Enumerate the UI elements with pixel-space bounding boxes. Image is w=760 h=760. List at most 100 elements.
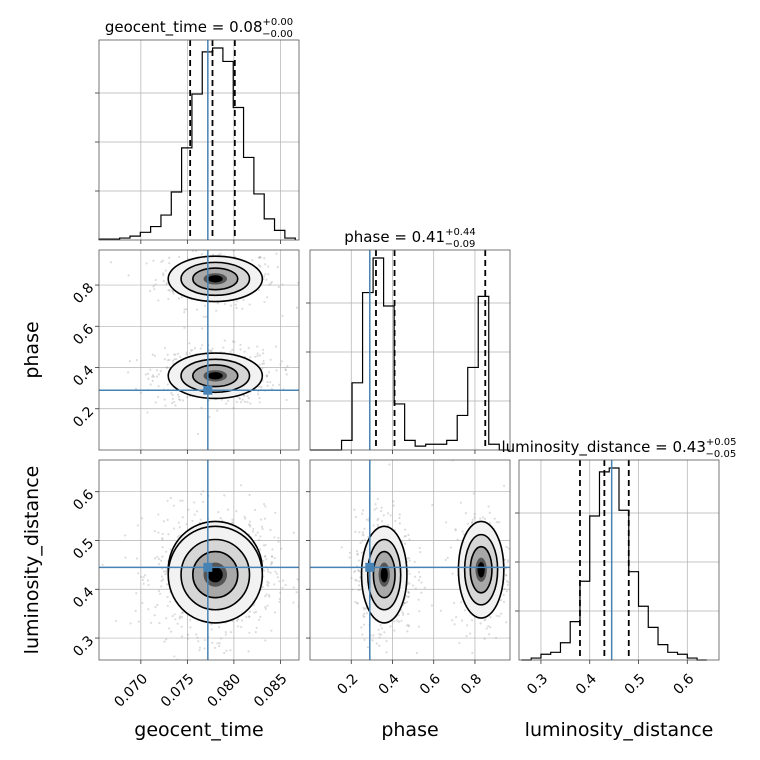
scatter-point [357, 569, 361, 572]
scatter-point [413, 560, 416, 564]
scatter-point [165, 617, 168, 620]
scatter-point [387, 524, 390, 527]
scatter-point [383, 631, 386, 634]
scatter-point [380, 665, 382, 667]
scatter-point [264, 595, 267, 598]
scatter-point [258, 363, 261, 366]
scatter-point [257, 288, 261, 292]
scatter-point [252, 604, 255, 607]
scatter-point [160, 579, 163, 583]
scatter-point [392, 504, 395, 507]
scatter-point [464, 512, 468, 515]
scatter-point [216, 642, 219, 645]
panel-frame [98, 459, 300, 661]
scatter-point [181, 499, 184, 502]
scatter-point [183, 311, 186, 314]
scatter-point [210, 349, 213, 352]
scatter-point [181, 516, 184, 519]
x-tick-label-luminosity_distance: 0.5 [622, 671, 649, 698]
scatter-point [161, 546, 164, 549]
density-peak-0 [477, 562, 485, 578]
scatter-point [362, 534, 365, 537]
scatter-point [259, 615, 262, 618]
scatter-point [361, 633, 364, 636]
scatter-point [417, 598, 420, 601]
scatter-point [273, 556, 276, 560]
scatter-point [269, 358, 272, 361]
scatter-point [146, 372, 150, 375]
scatter-point [168, 358, 171, 362]
scatter-point [431, 503, 434, 507]
scatter-point [489, 626, 492, 629]
scatter-point [407, 595, 410, 599]
scatter-point [407, 612, 410, 616]
scatter-point [503, 587, 506, 591]
scatter-point [265, 374, 268, 377]
scatter-point [191, 250, 195, 253]
scatter-point [376, 519, 379, 522]
scatter-point [249, 402, 252, 405]
scatter-point [223, 494, 226, 497]
scatter-point [218, 642, 221, 645]
scatter-point [245, 615, 248, 618]
scatter-point [163, 398, 166, 401]
scatter-point [502, 600, 506, 604]
scatter-point [507, 547, 510, 550]
scatter-point [185, 353, 188, 356]
scatter-point [217, 253, 220, 256]
x-tick-label-luminosity_distance: 0.3 [524, 671, 551, 698]
scatter-point [199, 518, 202, 521]
scatter-point [157, 299, 160, 302]
scatter-point [456, 538, 459, 541]
title-main: luminosity_distance = 0.43 [501, 438, 705, 457]
scatter-point [216, 302, 219, 305]
scatter-point [170, 391, 173, 395]
scatter-point [168, 627, 171, 630]
y-tick-label-luminosity_distance: 0.6 [70, 487, 97, 514]
scatter-point [397, 614, 400, 617]
scatter-point [378, 633, 381, 636]
scatter-point [193, 347, 197, 350]
contour-line-0-1 [463, 533, 499, 606]
y-axis-label-phase: phase [21, 321, 43, 378]
scatter-point [165, 366, 168, 369]
scatter-point [162, 570, 166, 573]
scatter-point [146, 579, 150, 582]
scatter-point [388, 463, 391, 466]
scatter-point [190, 348, 194, 352]
scatter-point [213, 646, 217, 650]
scatter-point [240, 625, 243, 629]
scatter-point [196, 636, 199, 639]
scatter-point [251, 530, 255, 533]
scatter-point [407, 625, 411, 628]
scatter-point [147, 608, 150, 611]
scatter-point [218, 644, 221, 648]
scatter-point [398, 516, 401, 520]
scatter-point [218, 626, 221, 629]
scatter-point [242, 298, 245, 302]
scatter-point [354, 578, 357, 581]
contour-line-1-2 [192, 364, 239, 388]
scatter-point [124, 556, 127, 559]
scatter-point [157, 589, 161, 593]
scatter-point [172, 292, 175, 295]
title-plus: +0.00 [263, 17, 294, 28]
scatter-point [173, 358, 176, 361]
scatter-point [195, 308, 199, 311]
scatter-point [292, 531, 295, 534]
scatter-point [355, 579, 358, 582]
scatter-point [505, 574, 508, 577]
scatter-point [372, 524, 375, 527]
scatter-point [180, 615, 184, 619]
scatter-point [366, 646, 370, 649]
scatter-point [361, 509, 365, 512]
scatter-point [179, 499, 182, 502]
scatter-point [265, 558, 268, 561]
scatter-point [160, 537, 164, 540]
scatter-point [194, 250, 198, 253]
scatter-point [468, 632, 472, 635]
scatter-point [452, 601, 456, 605]
scatter-point [267, 371, 271, 374]
scatter-point [408, 582, 411, 585]
scatter-point [262, 275, 266, 278]
